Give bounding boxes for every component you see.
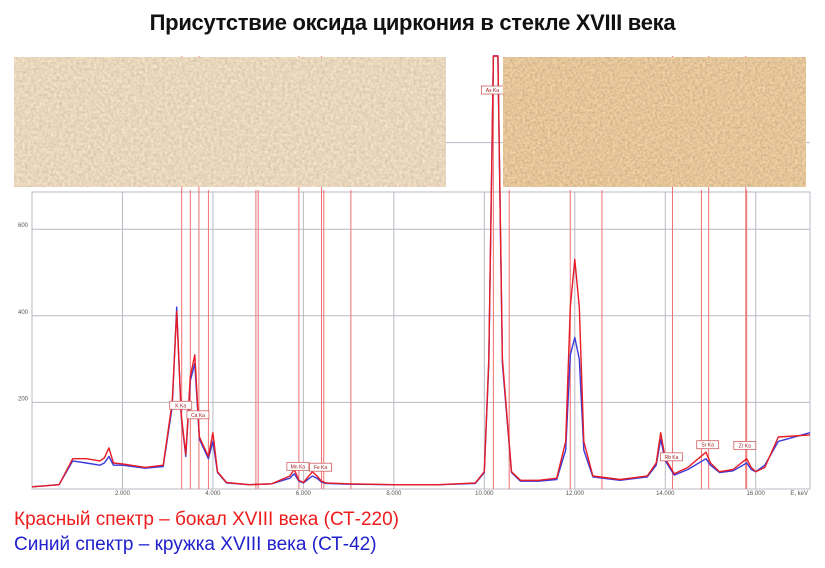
peak-marker: Rb Ka bbox=[660, 452, 683, 462]
x-tick-label: 8.000 bbox=[386, 491, 402, 497]
peak-marker: Ca Ka bbox=[186, 410, 210, 420]
y-tick-label: 400 bbox=[18, 310, 29, 316]
x-tick-label: 10.000 bbox=[475, 491, 494, 497]
peak-label: Zr Ka bbox=[739, 443, 751, 449]
peak-label: As Ka bbox=[486, 88, 500, 94]
peak-markers: K Ka Ca Ka Mn Ka Fe Ka As Ka Rb Ka Sr Ka Zr Ka bbox=[169, 85, 757, 472]
x-tick-label: 6.000 bbox=[296, 491, 312, 497]
peak-label: K Ka bbox=[175, 403, 186, 409]
glass-micrograph-left bbox=[14, 57, 446, 187]
peak-marker: Sr Ka bbox=[696, 440, 720, 450]
peak-label-box bbox=[309, 462, 332, 472]
peak-marker: As Ka bbox=[480, 85, 504, 95]
peak-label-box bbox=[286, 461, 310, 471]
peak-label-box bbox=[660, 452, 683, 462]
peak-label-box bbox=[696, 440, 720, 450]
page-title: Присутствие оксида циркония в стекле XVI… bbox=[149, 10, 676, 35]
peak-label: Sr Ka bbox=[701, 443, 714, 449]
peak-label-box bbox=[733, 441, 757, 450]
legend-red-series: Красный спектр – бокал XVIII века (СТ-22… bbox=[14, 509, 399, 530]
x-axis-label: E, keV bbox=[790, 491, 808, 497]
peak-label: Ca Ka bbox=[191, 413, 205, 419]
series-line-red bbox=[31, 55, 811, 488]
peak-marker: Mn Ka bbox=[286, 461, 310, 471]
y-tick-label: 200 bbox=[18, 396, 29, 402]
x-tick-label: 12.000 bbox=[566, 491, 585, 497]
legend-blue-series: Синий спектр – кружка XVIII века (СТ-42) bbox=[14, 534, 377, 555]
x-tick-label: 2.000 bbox=[115, 491, 131, 497]
peak-marker: K Ka bbox=[169, 400, 193, 410]
plot-area bbox=[31, 191, 811, 490]
x-tick-label: 14.000 bbox=[656, 491, 675, 497]
peak-label-box bbox=[169, 400, 193, 410]
peak-label-box bbox=[186, 410, 210, 420]
series-group bbox=[31, 55, 811, 488]
peak-marker: Fe Ka bbox=[309, 462, 332, 472]
glass-micrograph-right bbox=[503, 57, 806, 187]
peak-label: Fe Ka bbox=[314, 465, 328, 471]
peak-label: Mn Ka bbox=[291, 464, 306, 470]
peak-marker: Zr Ka bbox=[733, 441, 757, 450]
x-tick-label: 16.000 bbox=[747, 491, 766, 497]
x-tick-label: 4.000 bbox=[205, 491, 221, 497]
peak-label: Rb Ka bbox=[665, 455, 679, 461]
y-tick-label: 600 bbox=[18, 223, 29, 229]
